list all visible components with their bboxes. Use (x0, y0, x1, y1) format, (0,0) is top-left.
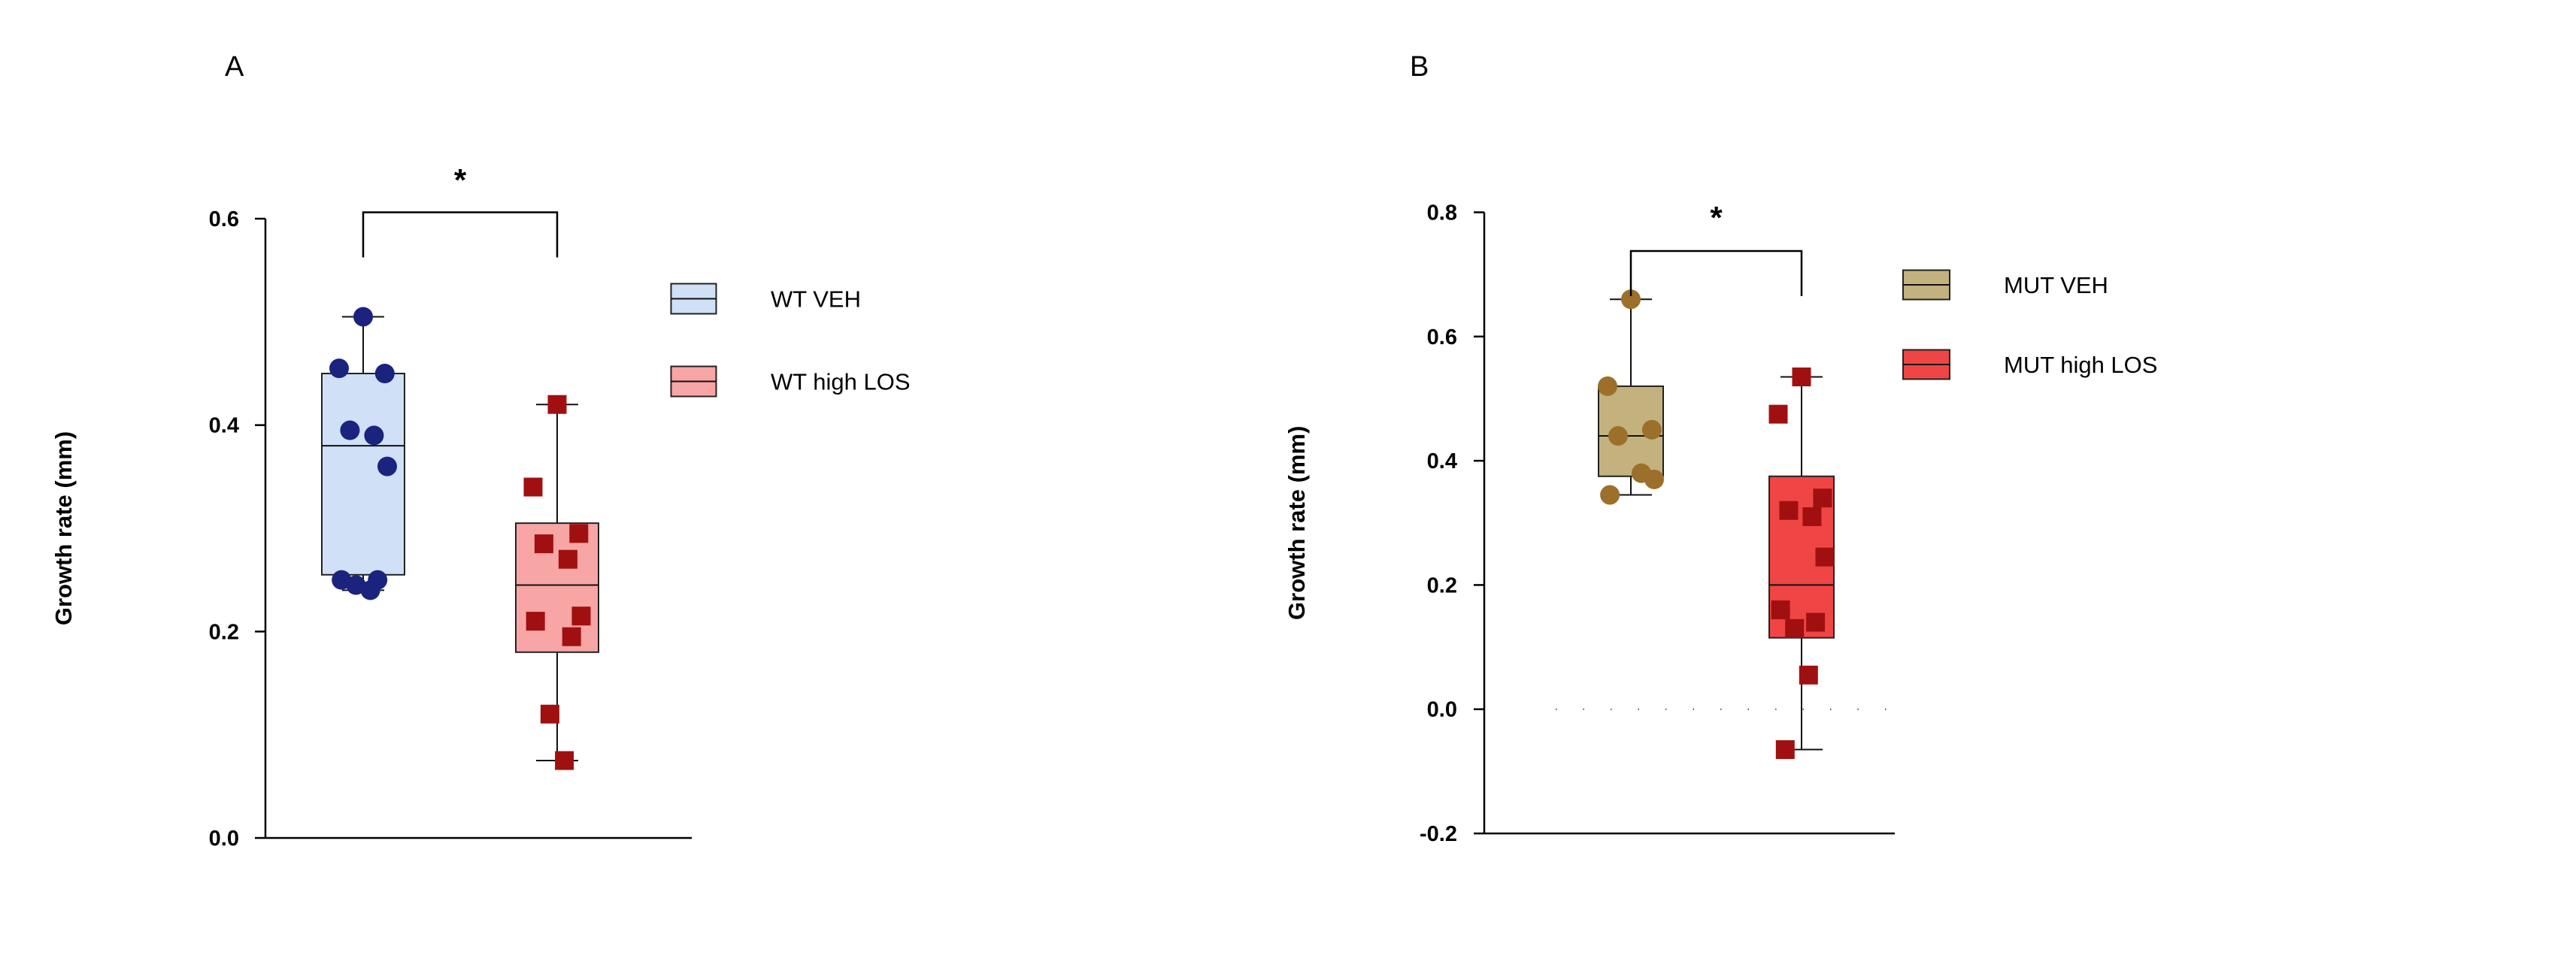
data-point (329, 358, 349, 379)
significance-label: * (454, 162, 467, 198)
data-point (547, 395, 567, 414)
data-point (1792, 368, 1811, 387)
data-point (340, 420, 360, 440)
legend-label: MUT high LOS (2004, 352, 2157, 378)
data-point (1779, 501, 1799, 520)
legend-label: MUT VEH (2004, 272, 2108, 298)
series-mut-high-los (1768, 368, 1835, 759)
significance-bracket (1629, 250, 1803, 296)
significance-label: * (1710, 200, 1723, 235)
data-point (1785, 619, 1805, 638)
data-point (1771, 600, 1790, 619)
data-point (1775, 740, 1795, 759)
data-point (1641, 419, 1662, 440)
data-point (377, 456, 397, 476)
data-point (1598, 376, 1617, 396)
legend-item: MUT VEH (1902, 269, 2108, 301)
data-point (374, 364, 395, 383)
y-tick-label: -0.2 (1420, 822, 1457, 846)
box-iqr (515, 522, 599, 653)
data-point (1802, 507, 1822, 526)
legend-label: WT VEH (771, 286, 861, 313)
data-point (1813, 488, 1832, 508)
panel-a: A 0.0 0.2 0.4 0.6 Growth rate (mm) * WT VEH WT h… (50, 51, 911, 851)
data-point (1806, 612, 1826, 632)
y-tick-label: 0.2 (1427, 573, 1457, 597)
panel-letter: A (225, 51, 244, 83)
y-tick-label: 0.4 (209, 414, 239, 438)
y-tick-label: 0.6 (209, 207, 239, 231)
data-point (526, 612, 545, 631)
legend-item: WT VEH (670, 283, 861, 315)
y-tick-label: 0.8 (1427, 201, 1457, 225)
data-point (1608, 426, 1628, 446)
data-point (360, 580, 380, 600)
data-point (1600, 485, 1620, 505)
data-point (558, 549, 577, 569)
y-axis-title: Growth rate (mm) (50, 431, 77, 625)
significance-bracket (362, 211, 559, 258)
series-wt-veh (321, 307, 405, 600)
series-mut-veh (1598, 289, 1664, 505)
data-point (534, 534, 553, 554)
y-tick-label: 0.2 (209, 620, 239, 644)
data-point (1815, 547, 1835, 567)
data-point (1644, 469, 1664, 489)
data-point (523, 477, 543, 497)
data-point (540, 704, 559, 724)
y-tick-label: 0.0 (209, 827, 239, 851)
y-tick-label: 0.6 (1427, 325, 1457, 349)
panel-letter: B (1410, 51, 1429, 83)
panel-b: B -0.2 0.0 0.2 0.4 0.6 0.8 Growth rate (mm) * MUT… (1283, 51, 2157, 846)
data-point (353, 307, 373, 327)
data-point (1768, 404, 1788, 424)
legend-item: MUT high LOS (1902, 349, 2157, 380)
legend-label: WT high LOS (771, 369, 911, 395)
data-point (562, 627, 581, 646)
legend-item: WT high LOS (670, 365, 911, 398)
data-point (569, 524, 589, 543)
data-point (1799, 665, 1818, 685)
data-point (364, 425, 384, 446)
y-axis-title: Growth rate (mm) (1283, 426, 1310, 620)
series-wt-high-los (515, 395, 599, 770)
data-point (555, 751, 574, 770)
figure-root: A 0.0 0.2 0.4 0.6 Growth rate (mm) * WT VEH WT h… (50, 51, 2157, 851)
y-tick-label: 0.0 (1427, 698, 1457, 722)
data-point (571, 606, 591, 626)
data-point (1621, 289, 1641, 310)
y-tick-label: 0.4 (1427, 449, 1457, 473)
